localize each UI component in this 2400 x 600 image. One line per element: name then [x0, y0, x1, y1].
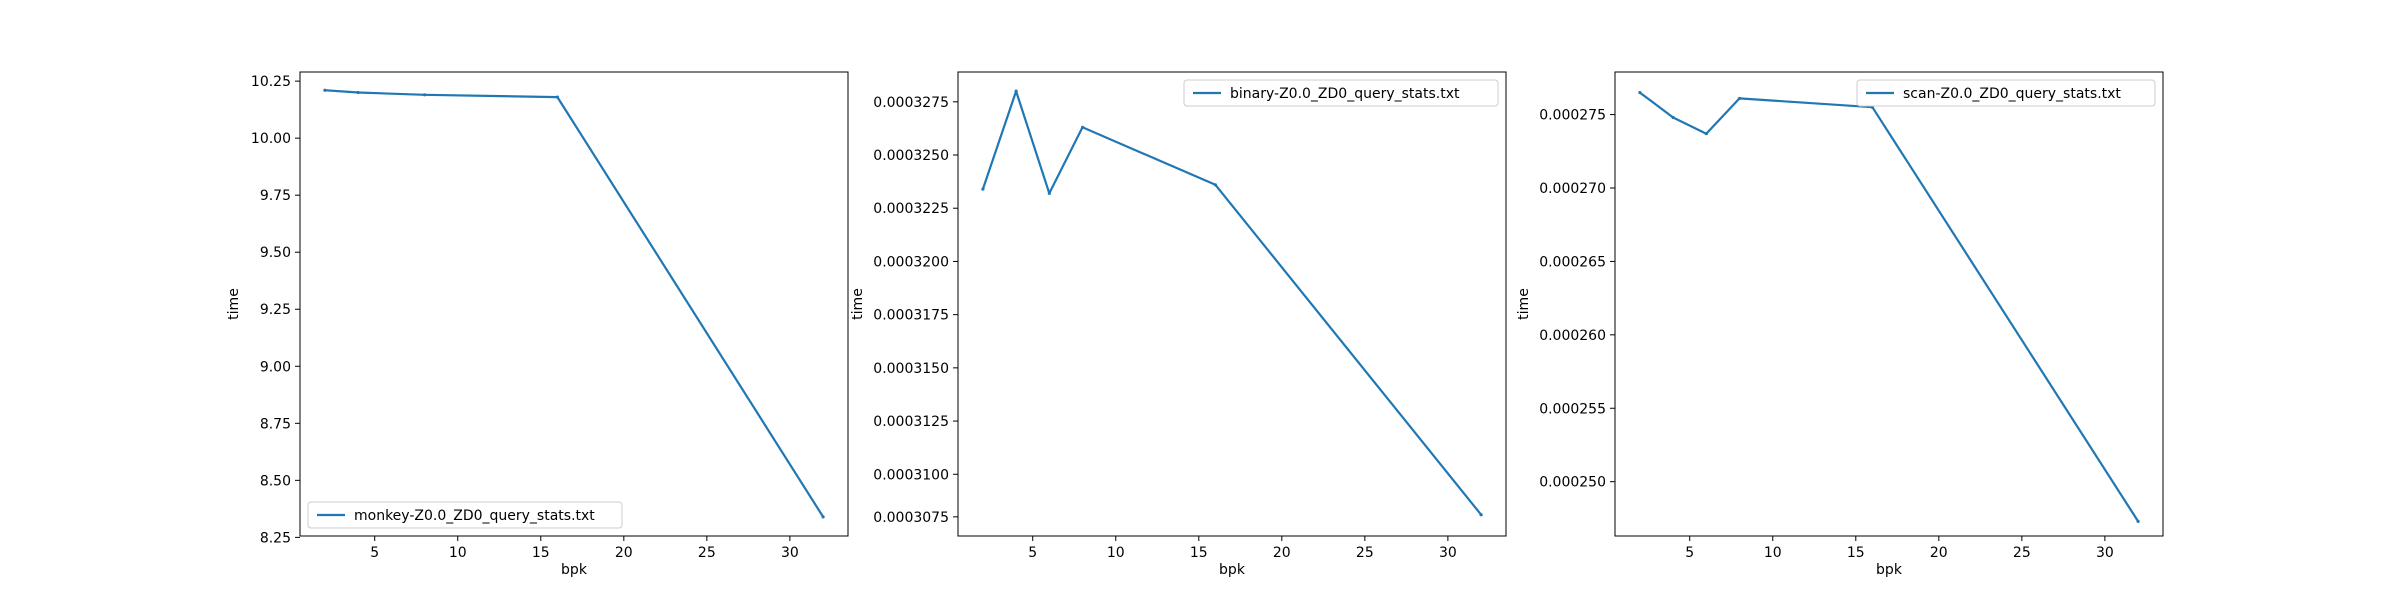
y-tick-label: 0.0003275: [873, 95, 949, 111]
x-tick-label: 20: [1273, 545, 1291, 561]
plot-frame: [299, 71, 849, 537]
x-tick-label: 25: [1356, 545, 1374, 561]
x-tick-label: 10: [1764, 545, 1782, 561]
x-axis-label: bpk: [1876, 562, 1903, 578]
x-tick-label: 15: [1847, 545, 1865, 561]
legend-label: scan-Z0.0_ZD0_query_stats.txt: [1903, 86, 2121, 102]
y-tick-label: 10.00: [251, 131, 291, 147]
data-point: [422, 93, 427, 97]
y-tick-label: 0.0003075: [873, 510, 949, 526]
data-point: [1080, 125, 1085, 129]
legend-label: binary-Z0.0_ZD0_query_stats.txt: [1230, 86, 1460, 102]
data-point: [2136, 519, 2140, 523]
y-tick-label: 0.0003250: [873, 148, 949, 164]
y-axis-label: time: [850, 288, 866, 320]
y-tick-label: 9.50: [260, 245, 291, 261]
data-point: [1671, 115, 1675, 120]
data-point: [323, 88, 327, 92]
x-tick-label: 5: [1028, 545, 1037, 561]
data-point: [1213, 183, 1217, 187]
y-tick-label: 8.25: [260, 530, 291, 546]
y-tick-label: 0.000270: [1539, 181, 1606, 197]
chart-panel-2: 5 10 15 20 25 30 0.0003075 0.0003100 0.0003125 0.…: [850, 71, 1507, 578]
y-tick-label: 0.000255: [1539, 401, 1606, 417]
x-tick-label: 30: [781, 545, 799, 561]
y-tick-label: 9.00: [260, 359, 291, 375]
data-point: [821, 515, 825, 519]
data-point: [1047, 191, 1051, 195]
x-axis-label: bpk: [1219, 562, 1246, 578]
data-point: [1704, 132, 1708, 136]
chart-panel-3: 5 10 15 20 25 30 0.000250 0.000255 0.000260 0.000…: [1516, 71, 2164, 578]
legend: scan-Z0.0_ZD0_query_stats.txt: [1856, 79, 2156, 107]
x-tick-label: 30: [1439, 545, 1457, 561]
data-point: [1737, 96, 1742, 101]
x-tick-label: 10: [1107, 545, 1125, 561]
y-tick-label: 8.75: [260, 416, 291, 432]
y-axis-label: time: [1516, 288, 1532, 320]
plot-area: [1615, 72, 2163, 536]
y-tick-label: 0.0003150: [873, 361, 949, 377]
x-tick-label: 15: [1190, 545, 1208, 561]
legend: binary-Z0.0_ZD0_query_stats.txt: [1183, 79, 1499, 107]
y-tick-label: 0.000275: [1539, 108, 1606, 124]
chart-panel-1: 5 10 15 20 25 30 8.25 8.50 8.75 9.00 9.25 9.50 9.75 1…: [226, 71, 849, 578]
y-tick-label: 0.0003225: [873, 201, 949, 217]
legend-box: [1856, 79, 2156, 107]
data-point: [1014, 89, 1018, 93]
x-tick-label: 5: [370, 545, 379, 561]
x-tick-label: 20: [615, 545, 633, 561]
series-line: [981, 90, 1483, 517]
y-tick-label: 0.0003100: [873, 467, 949, 483]
data-point: [1479, 513, 1483, 517]
y-tick-label: 0.000260: [1539, 328, 1606, 344]
x-axis-label: bpk: [561, 562, 588, 578]
x-tick-label: 25: [2013, 545, 2031, 561]
x-tick-label: 25: [698, 545, 716, 561]
plot-area: [300, 72, 848, 536]
y-tick-label: 9.75: [260, 188, 291, 204]
legend-box: [1183, 79, 1499, 107]
x-tick-label: 10: [449, 545, 467, 561]
x-tick-label: 15: [532, 545, 550, 561]
y-axis-label: time: [226, 288, 242, 320]
series-line: [1638, 91, 2140, 523]
y-tick-label: 0.000265: [1539, 254, 1606, 270]
x-tick-label: 5: [1685, 545, 1694, 561]
y-tick-label: 10.25: [251, 74, 291, 90]
x-tick-label: 20: [1930, 545, 1948, 561]
data-point: [356, 90, 360, 95]
legend-box: [307, 501, 623, 529]
data-point: [555, 95, 559, 99]
y-tick-label: 0.000250: [1539, 475, 1606, 491]
x-tick-label: 30: [2096, 545, 2114, 561]
y-tick-label: 0.0003200: [873, 254, 949, 270]
y-tick-label: 8.50: [260, 473, 291, 489]
plot-frame: [1614, 71, 2164, 537]
legend-label: monkey-Z0.0_ZD0_query_stats.txt: [354, 508, 595, 524]
data-point: [1638, 90, 1642, 95]
y-tick-label: 0.0003175: [873, 308, 949, 324]
y-tick-label: 0.0003125: [873, 414, 949, 430]
legend: monkey-Z0.0_ZD0_query_stats.txt: [307, 501, 623, 529]
plot-frame: [957, 71, 1507, 537]
data-point: [981, 187, 985, 191]
plot-area: [958, 72, 1506, 536]
y-tick-label: 9.25: [260, 302, 291, 318]
